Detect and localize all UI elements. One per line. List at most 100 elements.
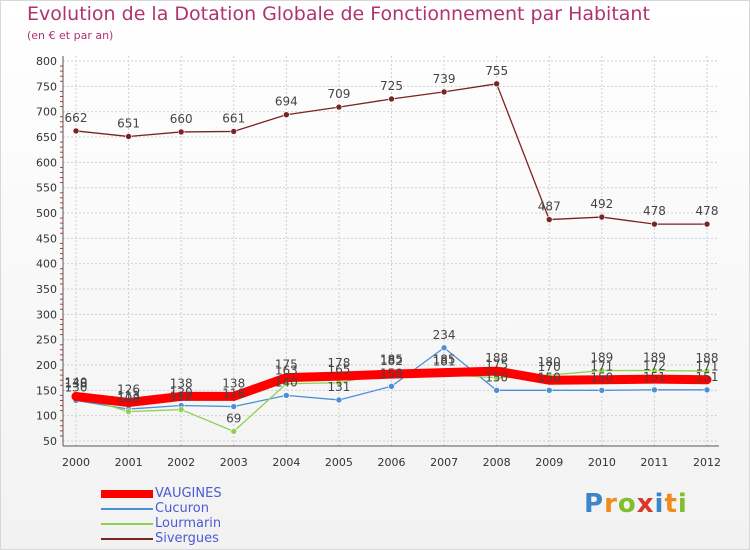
- data-label: 150: [538, 370, 561, 384]
- y-tick-label: 600: [36, 156, 57, 169]
- data-point: [703, 367, 711, 375]
- x-tick-label: 2008: [483, 456, 511, 469]
- legend-label: VAUGINES: [155, 486, 222, 501]
- data-label: 150: [485, 370, 508, 384]
- y-tick-label: 200: [36, 359, 57, 372]
- data-label: 234: [433, 328, 456, 342]
- data-point: [71, 392, 81, 401]
- data-label: 725: [380, 79, 403, 93]
- data-point: [230, 428, 238, 435]
- data-point: [125, 408, 132, 415]
- data-point: [545, 387, 553, 394]
- data-label: 709: [327, 87, 350, 101]
- data-label: 131: [327, 380, 350, 394]
- data-label: 182: [380, 354, 403, 368]
- data-point: [492, 366, 501, 376]
- chart-subtitle: (en € et par an): [27, 29, 114, 42]
- data-point: [651, 386, 658, 394]
- data-label: 175: [485, 358, 508, 372]
- data-label: 140: [65, 375, 88, 389]
- data-label: 660: [170, 112, 193, 126]
- data-point: [703, 386, 711, 394]
- data-label: 151: [643, 370, 666, 384]
- data-label: 755: [485, 64, 508, 78]
- data-point: [493, 80, 500, 88]
- data-point: [651, 367, 658, 374]
- legend-swatch: [101, 523, 153, 525]
- data-label: 492: [590, 197, 613, 211]
- data-point: [439, 368, 449, 377]
- data-point: [177, 406, 185, 413]
- data-label: 178: [327, 356, 350, 370]
- y-tick-label: 550: [36, 182, 57, 195]
- data-label: 175: [275, 358, 298, 372]
- x-tick-label: 2009: [535, 456, 563, 469]
- data-label: 170: [538, 360, 561, 374]
- legend-label: Lourmarin: [155, 516, 222, 531]
- legend-label: Cucuron: [155, 501, 209, 516]
- x-tick-label: 2005: [325, 456, 353, 469]
- axes: 50 100 150 200 250 300 350 400 450 500 550 600 650 70…: [36, 55, 721, 469]
- data-label: 694: [275, 95, 298, 109]
- y-tick-label: 500: [36, 207, 57, 220]
- x-tick-label: 2007: [430, 456, 458, 469]
- data-point: [283, 111, 290, 119]
- legend-swatch: [101, 508, 153, 510]
- data-point: [598, 213, 606, 221]
- data-point: [124, 398, 133, 407]
- data-label: 171: [696, 360, 719, 374]
- data-label: 151: [696, 370, 719, 384]
- data-point: [230, 403, 238, 410]
- series-lines: [71, 80, 712, 435]
- chart-title: Evolution de la Dotation Globale de Fonc…: [27, 3, 650, 25]
- data-label: 165: [327, 363, 350, 377]
- data-label: 112: [170, 390, 193, 404]
- data-label: 185: [433, 353, 456, 367]
- x-tick-label: 2006: [378, 456, 406, 469]
- x-tick-label: 2002: [167, 456, 195, 469]
- data-point: [545, 216, 553, 223]
- data-label: 478: [696, 204, 719, 218]
- legend-label: Sivergues: [155, 531, 219, 546]
- data-label: 188: [485, 351, 508, 365]
- x-tick-label: 2004: [272, 456, 300, 469]
- data-label: 138: [222, 376, 245, 390]
- y-tick-label: 350: [36, 283, 57, 296]
- data-label: 171: [590, 360, 613, 374]
- data-point: [493, 387, 500, 394]
- x-tick-label: 2012: [693, 456, 721, 469]
- data-point: [440, 344, 448, 352]
- y-tick-label: 300: [36, 308, 57, 321]
- data-label: 163: [275, 364, 298, 378]
- data-label: 651: [117, 116, 140, 130]
- data-label: 138: [170, 376, 193, 390]
- data-label: 158: [380, 366, 403, 380]
- data-label: 108: [117, 392, 140, 406]
- data-label: 113: [117, 389, 140, 403]
- data-point: [387, 369, 396, 379]
- legend-swatch: [101, 490, 153, 498]
- data-label: 181: [433, 355, 456, 369]
- data-label: 172: [643, 359, 666, 373]
- data-point: [650, 374, 659, 384]
- data-point: [388, 382, 395, 390]
- data-label: 130: [65, 380, 88, 394]
- data-label: 661: [222, 111, 245, 125]
- data-label: 138: [65, 376, 88, 390]
- data-label: 118: [222, 387, 245, 401]
- data-label: 180: [538, 355, 561, 369]
- data-point: [177, 128, 185, 136]
- y-tick-label: 50: [43, 435, 57, 448]
- data-point: [334, 371, 344, 381]
- data-point: [335, 103, 343, 111]
- data-point: [230, 128, 238, 135]
- x-tick-label: 2000: [62, 456, 90, 469]
- y-tick-label: 700: [36, 106, 57, 119]
- data-point: [176, 392, 186, 401]
- data-point: [335, 396, 343, 404]
- data-label: 69: [226, 411, 241, 425]
- x-tick-label: 2003: [220, 456, 248, 469]
